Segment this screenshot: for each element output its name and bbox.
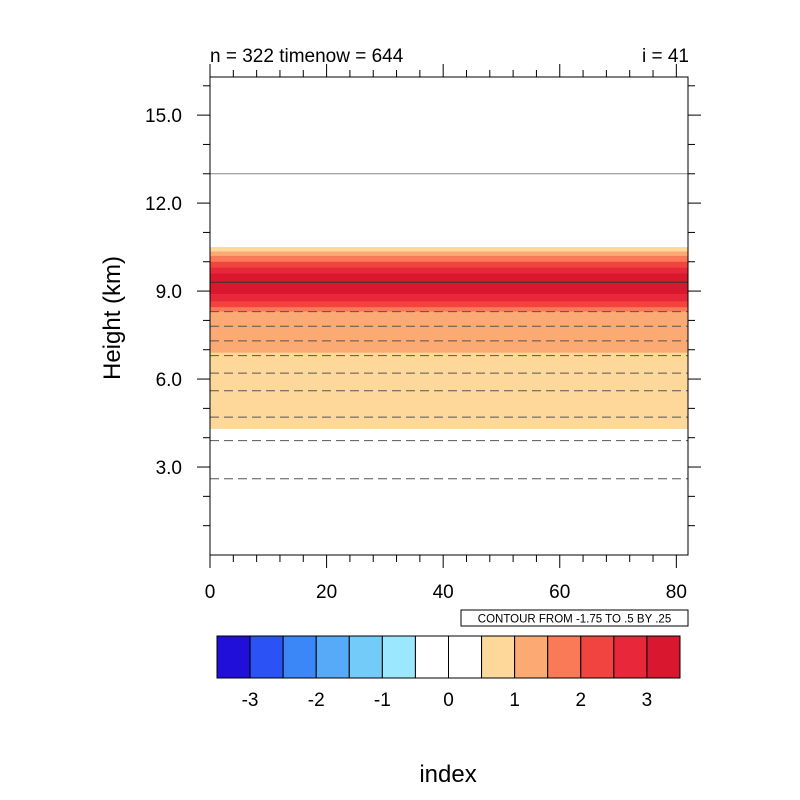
title-left: n = 322 timenow = 644: [210, 46, 404, 67]
colorbar: [216, 635, 681, 679]
colorbar-box: [547, 635, 582, 679]
x-axis-label: index: [419, 761, 476, 788]
colorbar-box: [216, 635, 251, 679]
x-tick-label: 0: [205, 582, 216, 603]
y-tick-label: 3.0: [156, 458, 182, 479]
colorbar-box: [448, 635, 483, 679]
y-tick-label: 9.0: [156, 282, 182, 303]
colorbar-label: -2: [308, 690, 325, 711]
x-tick-label: 20: [316, 582, 337, 603]
colorbar-labels: -3 -2 -1 0 1 2 3: [242, 690, 653, 711]
contour-info-box: CONTOUR FROM -1.75 TO .5 BY .25: [460, 609, 689, 627]
colorbar-box: [315, 635, 350, 679]
colorbar-label: 2: [575, 690, 586, 711]
colorbar-box: [414, 635, 449, 679]
x-tick-label: 40: [433, 582, 454, 603]
plot-fills: [210, 247, 688, 429]
colorbar-box: [613, 635, 648, 679]
y-tick-label: 12.0: [145, 194, 182, 215]
colorbar-box: [646, 635, 681, 679]
colorbar-box: [348, 635, 383, 679]
colorbar-label: 1: [509, 690, 520, 711]
colorbar-label: -3: [242, 690, 259, 711]
plot-frame: [209, 76, 689, 556]
fill-band: [210, 273, 688, 295]
x-tick-label: 60: [549, 582, 570, 603]
colorbar-box: [249, 635, 284, 679]
axis-tick-labels: 0 20 40 60 80 3.0 6.0 9.0 12.0 15.0: [145, 106, 687, 603]
axis-ticks: [197, 64, 701, 568]
contour-lines: [210, 173, 688, 480]
contour-info-text: CONTOUR FROM -1.75 TO .5 BY .25: [478, 614, 671, 626]
colorbar-label: 0: [443, 690, 454, 711]
y-tick-label: 15.0: [145, 106, 182, 127]
colorbar-label: -1: [374, 690, 391, 711]
y-axis-label: Height (km): [99, 256, 126, 380]
title-right: i = 41: [642, 46, 689, 67]
x-tick-label: 80: [666, 582, 687, 603]
colorbar-box: [381, 635, 416, 679]
colorbar-label: 3: [642, 690, 653, 711]
colorbar-box: [282, 635, 317, 679]
colorbar-box: [514, 635, 549, 679]
y-tick-label: 6.0: [156, 370, 182, 391]
colorbar-box: [580, 635, 615, 679]
colorbar-box: [481, 635, 516, 679]
